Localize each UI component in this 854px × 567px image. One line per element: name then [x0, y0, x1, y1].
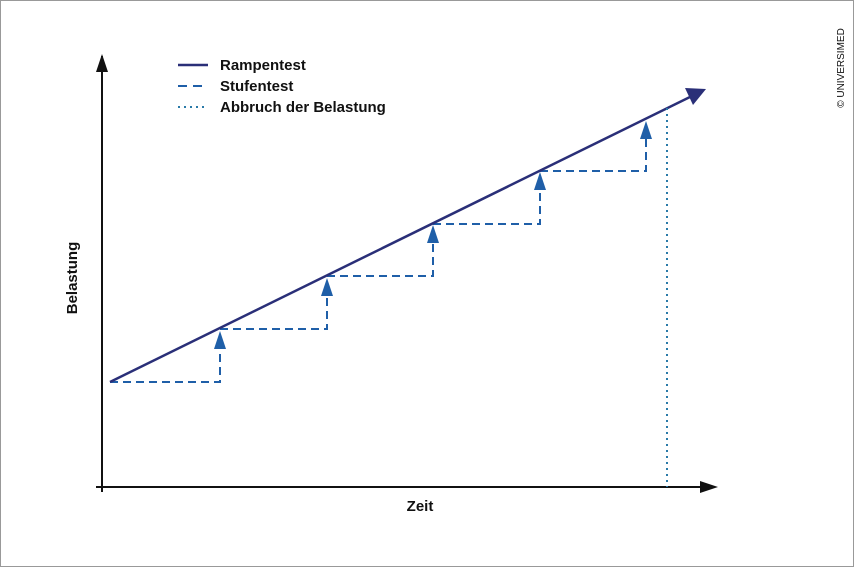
y-axis-label: Belastung	[64, 242, 81, 315]
legend-label: Abbruch der Belastung	[220, 99, 386, 116]
step-arrow	[640, 121, 652, 139]
step-arrow	[534, 172, 546, 190]
step-arrow	[427, 225, 439, 243]
legend-label: Rampentest	[220, 57, 306, 74]
x-axis-arrow	[700, 481, 718, 493]
ramp-line	[109, 94, 693, 384]
y-axis-arrow	[96, 54, 108, 72]
step-arrow	[214, 331, 226, 349]
ramp-arrow	[685, 88, 706, 105]
credit: © UNIVERSIMED	[836, 28, 847, 108]
legend-label: Stufentest	[220, 78, 293, 95]
step-line	[110, 130, 647, 383]
step-arrow	[321, 278, 333, 296]
x-axis-label: Zeit	[407, 498, 434, 515]
